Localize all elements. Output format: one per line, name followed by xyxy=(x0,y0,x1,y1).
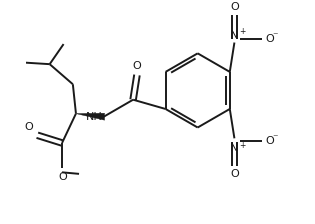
Text: ⁻: ⁻ xyxy=(272,133,278,143)
Text: N: N xyxy=(229,143,238,153)
Text: NH: NH xyxy=(85,112,102,123)
Text: O: O xyxy=(265,34,274,44)
Text: O: O xyxy=(265,136,274,146)
Text: +: + xyxy=(239,141,245,151)
Text: N: N xyxy=(229,30,238,40)
Text: O: O xyxy=(24,122,33,132)
Text: +: + xyxy=(239,27,245,36)
Text: O: O xyxy=(133,61,141,71)
Text: O: O xyxy=(59,172,67,182)
Text: ⁻: ⁻ xyxy=(272,31,278,41)
Polygon shape xyxy=(76,113,105,120)
Text: O: O xyxy=(230,169,239,179)
Text: O: O xyxy=(230,2,239,12)
